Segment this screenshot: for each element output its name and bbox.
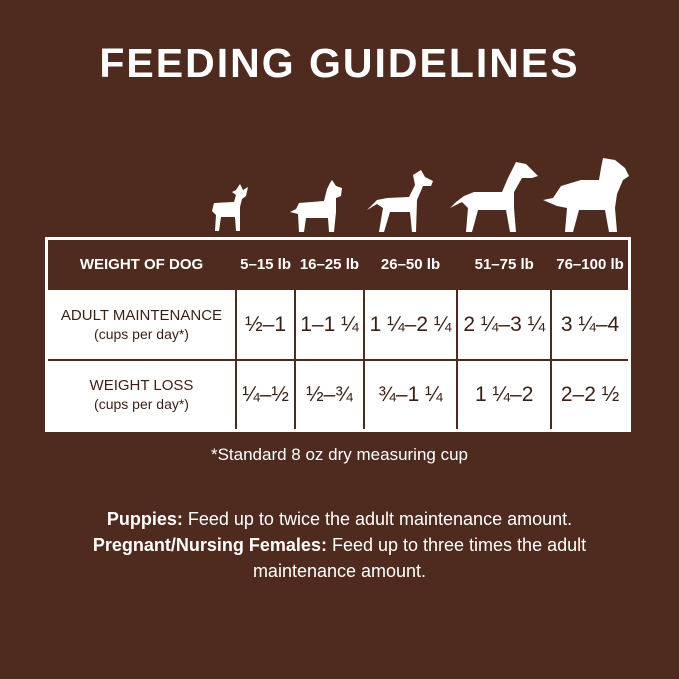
note-text: Feed up to three times the adult mainten…: [252, 535, 587, 581]
row-label-text: WEIGHT LOSS: [89, 377, 194, 394]
note-label: Puppies:: [106, 509, 183, 529]
footnote: *Standard 8 oz dry measuring cup: [210, 445, 469, 464]
dog-size-icons: [180, 150, 631, 232]
table-row-weight-loss: WEIGHT LOSS (cups per day*) ¼–½ ½–¾ ¾–1 ¼…: [45, 359, 631, 432]
feeding-notes: Puppies: Feed up to twice the adult main…: [0, 506, 679, 584]
note-pregnant: Pregnant/Nursing Females: Feed up to thr…: [80, 532, 600, 584]
table-cell: ½–1: [234, 288, 297, 361]
weight-of-dog-header: WEIGHT OF DOG: [45, 237, 237, 290]
column-header: 5–15 lb: [234, 237, 297, 290]
row-label: WEIGHT LOSS (cups per day*): [45, 359, 237, 432]
giant-dog-icon: [543, 158, 629, 232]
page-title: FEEDING GUIDELINES: [99, 40, 580, 86]
medium-dog-icon: [367, 170, 433, 232]
table-cell: ¼–½: [234, 359, 297, 432]
table-cell: 2 ¼–3 ¼: [456, 288, 553, 361]
column-header: 51–75 lb: [456, 237, 553, 290]
column-header: 16–25 lb: [294, 237, 365, 290]
table-cell: ½–¾: [294, 359, 365, 432]
table-row-adult-maintenance: ADULT MAINTENANCE (cups per day*) ½–1 1–1…: [45, 288, 631, 361]
note-label: Pregnant/Nursing Females:: [92, 535, 327, 555]
column-header: 26–50 lb: [362, 237, 459, 290]
large-dog-icon: [450, 162, 538, 232]
row-label: ADULT MAINTENANCE (cups per day*): [45, 288, 237, 361]
table-cell: 1–1 ¼: [294, 288, 365, 361]
feeding-table: WEIGHT OF DOG 5–15 lb 16–25 lb 26–50 lb …: [45, 237, 631, 432]
row-label-text: ADULT MAINTENANCE: [60, 306, 223, 324]
table-cell: 2–2 ½: [550, 359, 631, 432]
note-puppies: Puppies: Feed up to twice the adult main…: [0, 506, 679, 532]
column-header: 76–100 lb: [550, 237, 631, 290]
note-text: Feed up to twice the adult maintenance a…: [182, 509, 573, 529]
table-cell: 1 ¼–2: [456, 359, 553, 432]
table-cell: ¾–1 ¼: [362, 359, 459, 432]
table-header-row: WEIGHT OF DOG 5–15 lb 16–25 lb 26–50 lb …: [45, 237, 631, 290]
small-terrier-icon: [290, 180, 342, 232]
row-label-unit: (cups per day*): [94, 396, 189, 412]
table-cell: 3 ¼–4: [550, 288, 631, 361]
tiny-dog-icon: [212, 184, 248, 231]
row-label-unit: (cups per day*): [94, 325, 189, 342]
table-cell: 1 ¼–2 ¼: [362, 288, 459, 361]
